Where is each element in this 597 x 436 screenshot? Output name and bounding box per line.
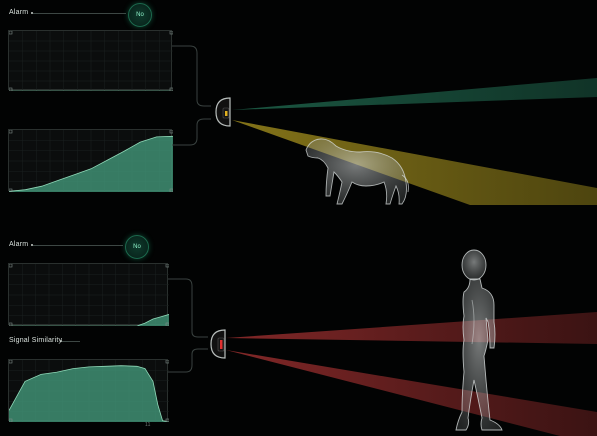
person-icon bbox=[455, 249, 503, 431]
alarm-connector-line-top bbox=[33, 13, 126, 14]
bottom-sensor-icon bbox=[210, 329, 226, 359]
chart-corner-mark bbox=[9, 418, 13, 422]
alarm-label-top: Alarm bbox=[9, 9, 29, 16]
chart-line-series bbox=[9, 365, 169, 422]
signal-panel-top-2 bbox=[8, 129, 173, 192]
chart-corner-mark bbox=[9, 31, 13, 35]
connector-bottom-1 bbox=[168, 278, 208, 338]
alarm-status-badge-top: No bbox=[128, 3, 152, 27]
green-beam bbox=[232, 78, 597, 110]
chart-corner-mark bbox=[9, 264, 13, 268]
alarm-connector-dot-top bbox=[31, 12, 33, 14]
signal-connector-dot bbox=[60, 340, 62, 342]
alarm-label-bottom: Alarm bbox=[9, 241, 29, 248]
area-chart-top-2 bbox=[9, 130, 173, 192]
signal-panel-bottom-1 bbox=[8, 263, 169, 326]
chart-corner-mark bbox=[9, 188, 13, 192]
chart-area-series bbox=[9, 365, 169, 422]
chart-area-series bbox=[9, 136, 173, 192]
red-beam-lower bbox=[226, 350, 597, 436]
signal-panel-bottom-2 bbox=[8, 359, 169, 422]
chart-corner-mark bbox=[169, 87, 173, 91]
red-beam-upper bbox=[226, 312, 597, 344]
dog-icon bbox=[305, 138, 409, 205]
chart-corner-mark bbox=[9, 130, 13, 134]
bottom-tick-label: 11 bbox=[145, 422, 151, 428]
chart-corner-mark bbox=[165, 360, 169, 364]
connector-bottom-2 bbox=[168, 348, 208, 373]
signal-panel-top-1 bbox=[8, 30, 173, 91]
area-chart-bottom-2 bbox=[9, 360, 169, 422]
chart-corner-mark bbox=[169, 31, 173, 35]
yellow-beam bbox=[232, 120, 597, 205]
area-chart-top-1 bbox=[9, 31, 173, 91]
signal-similarity-label: Signal Similarity bbox=[9, 337, 63, 344]
alarm-connector-dot-bottom bbox=[31, 244, 33, 246]
top-sensor-icon bbox=[215, 97, 231, 127]
chart-grid bbox=[9, 31, 173, 91]
chart-corner-mark bbox=[9, 87, 13, 91]
chart-corner-mark bbox=[165, 322, 169, 326]
connector-top-1 bbox=[172, 45, 211, 107]
alarm-status-badge-bottom: No bbox=[125, 235, 149, 259]
signal-connector-line bbox=[62, 341, 80, 342]
chart-corner-mark bbox=[169, 188, 173, 192]
alarm-connector-line-bottom bbox=[33, 245, 123, 246]
chart-corner-mark bbox=[165, 418, 169, 422]
chart-line-series bbox=[9, 314, 169, 326]
chart-grid bbox=[9, 264, 169, 326]
chart-area-series bbox=[9, 314, 169, 326]
chart-line-series bbox=[9, 135, 173, 192]
chart-corner-mark bbox=[9, 360, 13, 364]
chart-corner-mark bbox=[165, 264, 169, 268]
area-chart-bottom-1 bbox=[9, 264, 169, 326]
connector-top-2 bbox=[172, 118, 211, 146]
chart-corner-mark bbox=[169, 130, 173, 134]
chart-corner-mark bbox=[9, 322, 13, 326]
